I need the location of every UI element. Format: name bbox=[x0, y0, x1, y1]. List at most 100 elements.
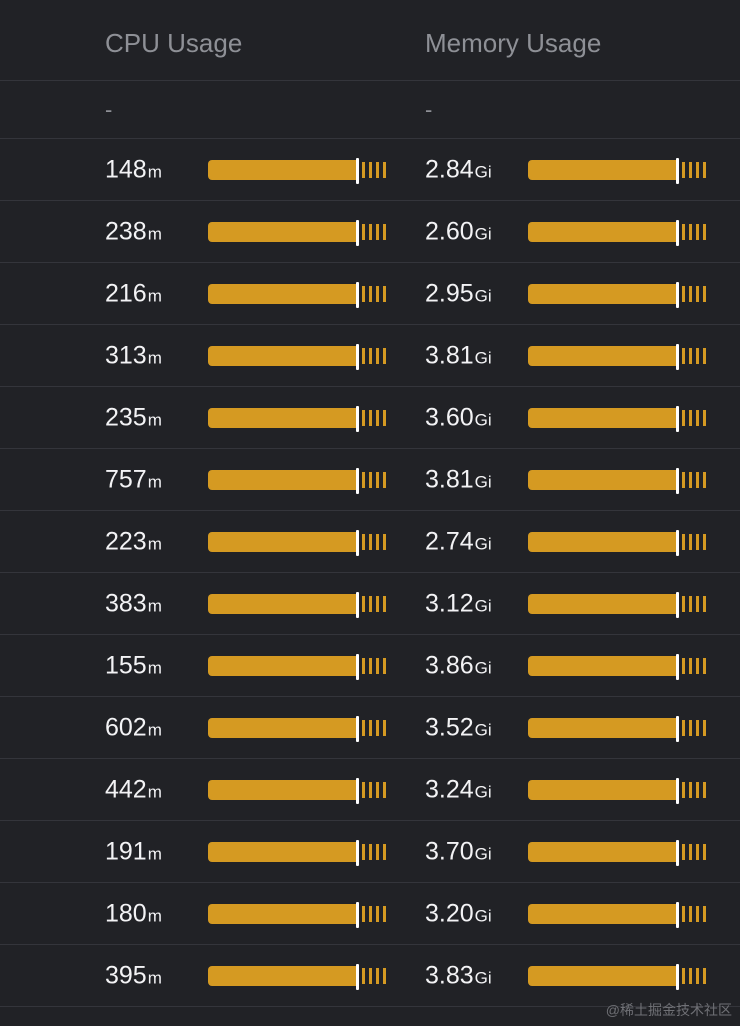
cpu-usage-bar bbox=[208, 529, 390, 556]
usage-bar-hatch bbox=[362, 595, 390, 612]
table-row[interactable]: 216m 2.95Gi bbox=[0, 263, 740, 325]
memory-usage-value: 3.70Gi bbox=[425, 837, 492, 866]
cpu-usage-cell: 180m bbox=[105, 883, 405, 944]
table-row[interactable]: 602m 3.52Gi bbox=[0, 697, 740, 759]
usage-bar-hatch bbox=[362, 657, 390, 674]
table-row[interactable]: 235m 3.60Gi bbox=[0, 387, 740, 449]
table-row[interactable]: 238m 2.60Gi bbox=[0, 201, 740, 263]
memory-usage-number: 3.70 bbox=[425, 837, 474, 865]
column-header-memory-usage[interactable]: Memory Usage bbox=[425, 0, 725, 80]
watermark: @稀土掘金技术社区 bbox=[605, 1002, 732, 1018]
memory-usage-number: 3.24 bbox=[425, 775, 474, 803]
cpu-usage-number: 191 bbox=[105, 837, 147, 865]
table-row[interactable]: 757m 3.81Gi bbox=[0, 449, 740, 511]
cpu-usage-value: 602m bbox=[105, 713, 162, 742]
table-row[interactable]: 155m 3.86Gi bbox=[0, 635, 740, 697]
usage-bar-request-marker bbox=[676, 529, 679, 556]
usage-bar-hatch bbox=[362, 781, 390, 798]
memory-usage-value: 2.84Gi bbox=[425, 155, 492, 184]
usage-bar-fill bbox=[528, 531, 677, 552]
usage-bar-hatch bbox=[362, 409, 390, 426]
usage-bar-fill bbox=[208, 717, 357, 738]
usage-bar-request-marker bbox=[676, 157, 679, 184]
usage-bar-request-marker bbox=[676, 901, 679, 928]
usage-bar-hatch bbox=[682, 781, 710, 798]
memory-usage-unit: Gi bbox=[474, 658, 492, 677]
usage-bar-fill bbox=[208, 965, 357, 986]
cpu-usage-value: 223m bbox=[105, 527, 162, 556]
cpu-usage-cell: 191m bbox=[105, 821, 405, 882]
cpu-usage-cell: 238m bbox=[105, 201, 405, 262]
cpu-usage-number: 216 bbox=[105, 279, 147, 307]
table-row[interactable]: 442m 3.24Gi bbox=[0, 759, 740, 821]
memory-usage-unit: Gi bbox=[474, 410, 492, 429]
cpu-usage-unit: m bbox=[147, 782, 162, 801]
table-row[interactable]: 191m 3.70Gi bbox=[0, 821, 740, 883]
cpu-usage-bar bbox=[208, 219, 390, 246]
memory-usage-bar bbox=[528, 343, 710, 370]
usage-bar-request-marker bbox=[676, 281, 679, 308]
memory-usage-bar bbox=[528, 281, 710, 308]
column-header-memory-usage-label: Memory Usage bbox=[425, 27, 602, 58]
memory-usage-value: 3.81Gi bbox=[425, 341, 492, 370]
memory-usage-number: 3.20 bbox=[425, 899, 474, 927]
usage-bar-hatch bbox=[362, 347, 390, 364]
usage-bar-request-marker bbox=[356, 777, 359, 804]
usage-bar-hatch bbox=[362, 223, 390, 240]
usage-bar-fill bbox=[208, 593, 357, 614]
cpu-usage-bar bbox=[208, 777, 390, 804]
memory-usage-cell: 3.81Gi bbox=[425, 449, 725, 510]
table-row[interactable]: 148m 2.84Gi bbox=[0, 139, 740, 201]
cpu-usage-cell: 148m bbox=[105, 139, 405, 200]
table-header: CPU Usage Memory Usage bbox=[0, 0, 740, 81]
usage-bar-request-marker bbox=[356, 591, 359, 618]
memory-usage-value: 3.12Gi bbox=[425, 589, 492, 618]
memory-usage-number: 3.60 bbox=[425, 403, 474, 431]
memory-usage-number: 3.81 bbox=[425, 465, 474, 493]
usage-bar-fill bbox=[208, 407, 357, 428]
memory-usage-value: 2.74Gi bbox=[425, 527, 492, 556]
usage-bar-hatch bbox=[682, 595, 710, 612]
cpu-usage-unit: m bbox=[147, 906, 162, 925]
table-body: 148m 2.84Gi 238m 2.60Gi 216m 2.95Gi 313m 3.81Gi… bbox=[0, 139, 740, 1007]
cpu-usage-number: 180 bbox=[105, 899, 147, 927]
memory-usage-cell: 3.52Gi bbox=[425, 697, 725, 758]
usage-bar-hatch bbox=[362, 843, 390, 860]
usage-bar-request-marker bbox=[356, 901, 359, 928]
usage-bar-request-marker bbox=[676, 405, 679, 432]
table-row[interactable]: 223m 2.74Gi bbox=[0, 511, 740, 573]
usage-bar-hatch bbox=[362, 719, 390, 736]
usage-bar-request-marker bbox=[676, 963, 679, 990]
cpu-usage-cell: 395m bbox=[105, 945, 405, 1006]
usage-bar-fill bbox=[528, 717, 677, 738]
usage-bar-fill bbox=[208, 345, 357, 366]
table-row[interactable]: 383m 3.12Gi bbox=[0, 573, 740, 635]
table-row[interactable]: 313m 3.81Gi bbox=[0, 325, 740, 387]
usage-bar-request-marker bbox=[356, 219, 359, 246]
usage-bar-fill bbox=[208, 283, 357, 304]
usage-bar-hatch bbox=[682, 967, 710, 984]
column-header-cpu-usage-label: CPU Usage bbox=[105, 27, 243, 58]
cpu-usage-empty: - bbox=[105, 81, 405, 138]
memory-usage-unit: Gi bbox=[474, 844, 492, 863]
usage-bar-request-marker bbox=[676, 777, 679, 804]
cpu-usage-cell: 155m bbox=[105, 635, 405, 696]
cpu-usage-bar bbox=[208, 653, 390, 680]
memory-usage-unit: Gi bbox=[474, 224, 492, 243]
cpu-usage-unit: m bbox=[147, 224, 162, 243]
cpu-usage-unit: m bbox=[147, 472, 162, 491]
usage-bar-request-marker bbox=[356, 839, 359, 866]
memory-usage-number: 3.52 bbox=[425, 713, 474, 741]
cpu-usage-cell: 235m bbox=[105, 387, 405, 448]
memory-usage-value: 3.24Gi bbox=[425, 775, 492, 804]
memory-usage-unit: Gi bbox=[474, 162, 492, 181]
cpu-usage-bar bbox=[208, 157, 390, 184]
memory-usage-cell: 3.60Gi bbox=[425, 387, 725, 448]
table-row[interactable]: 395m 3.83Gi bbox=[0, 945, 740, 1007]
cpu-usage-number: 238 bbox=[105, 217, 147, 245]
table-row[interactable]: 180m 3.20Gi bbox=[0, 883, 740, 945]
memory-usage-value: 3.60Gi bbox=[425, 403, 492, 432]
usage-bar-request-marker bbox=[676, 591, 679, 618]
usage-bar-fill bbox=[528, 283, 677, 304]
column-header-cpu-usage[interactable]: CPU Usage bbox=[105, 0, 405, 80]
